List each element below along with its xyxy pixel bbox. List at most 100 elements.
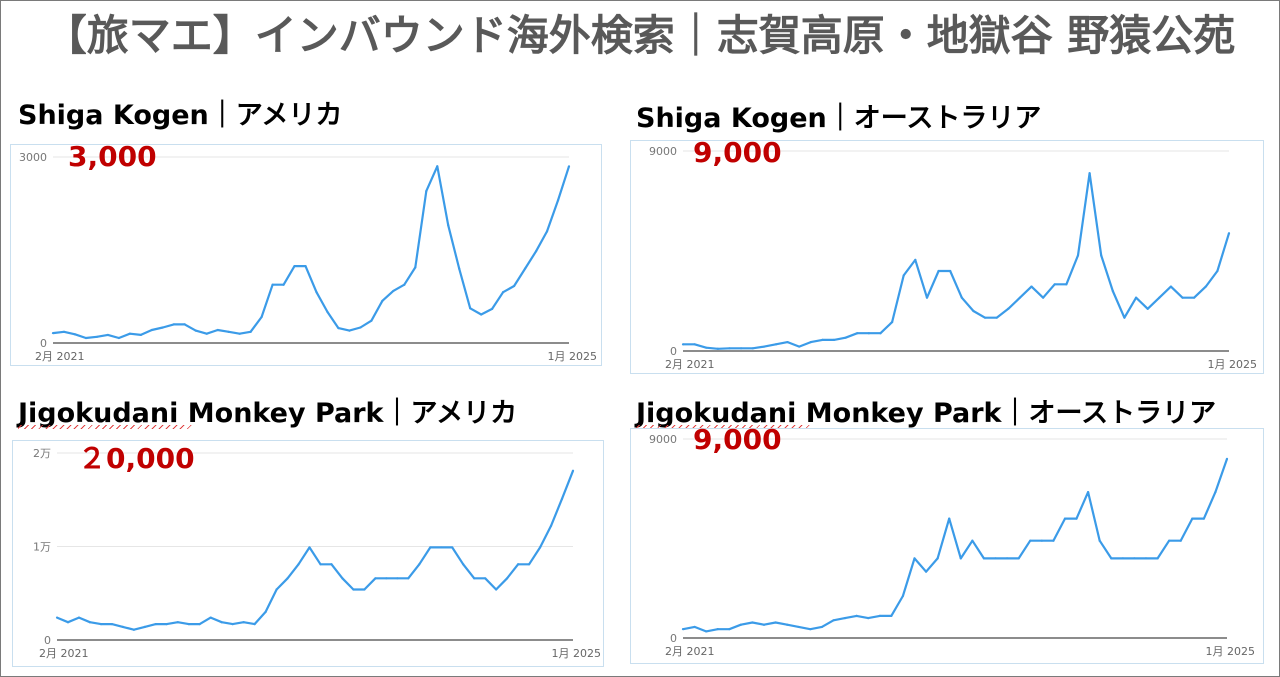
data-point	[1040, 539, 1043, 542]
data-point	[693, 625, 696, 629]
data-point	[913, 557, 916, 560]
data-point	[523, 267, 527, 270]
data-point	[99, 623, 103, 626]
y-tick-label: 0	[670, 345, 677, 358]
data-point	[1110, 557, 1113, 560]
data-point	[77, 616, 81, 619]
highlight-shiga-au: 9,000	[693, 136, 782, 169]
data-point	[1017, 557, 1020, 560]
data-point	[220, 621, 223, 624]
data-point	[205, 332, 208, 335]
x-tick-label-end: 1月 2025	[548, 350, 598, 363]
data-point	[209, 616, 212, 619]
y-tick-label: 2万	[33, 447, 51, 460]
y-tick-label: 3000	[19, 151, 47, 164]
data-point	[1063, 517, 1067, 520]
data-point	[751, 621, 754, 624]
data-point	[809, 341, 812, 344]
data-point	[681, 628, 685, 631]
data-point	[139, 333, 142, 337]
data-point	[227, 330, 230, 333]
data-point	[705, 346, 708, 349]
data-point	[1214, 490, 1217, 494]
data-point	[231, 623, 234, 626]
data-point	[809, 628, 812, 631]
data-point	[55, 616, 59, 619]
data-point	[832, 338, 836, 341]
chart-shiga-au: 0 9000 2月 2021 1月 2025	[630, 140, 1264, 374]
data-point	[798, 345, 801, 348]
data-point	[797, 625, 800, 629]
y-tick-label: 0	[40, 337, 47, 350]
data-point	[1227, 232, 1231, 235]
data-point	[949, 269, 952, 273]
data-point	[194, 329, 197, 332]
data-point	[473, 577, 476, 580]
data-point	[403, 283, 406, 286]
data-point	[418, 563, 421, 566]
data-point	[1007, 307, 1010, 310]
data-point	[948, 517, 951, 520]
chart-shiga-us-svg: 0 3000 2月 2021 1月 2025	[19, 151, 598, 363]
data-point	[370, 319, 373, 322]
x-tick-label-start: 2月 2021	[39, 647, 89, 660]
data-point	[994, 557, 997, 560]
data-point	[527, 563, 531, 566]
highlight-jigoku-au: 9,000	[693, 423, 782, 456]
chart-jigoku-us: 0 1万 2万 2月 2021 1月 2025	[12, 440, 604, 667]
chart-shiga-us: 0 3000 2月 2021 1月 2025	[10, 144, 602, 366]
data-point	[1158, 296, 1161, 299]
data-point	[1193, 296, 1196, 299]
data-point	[972, 309, 975, 313]
data-point	[716, 347, 719, 350]
data-point	[352, 588, 355, 591]
data-point	[242, 621, 245, 624]
data-point	[751, 347, 754, 350]
data-point	[121, 625, 124, 629]
data-point	[867, 332, 870, 335]
y-tick-label: 0	[44, 634, 51, 647]
data-point	[959, 557, 962, 560]
data-point	[693, 343, 696, 346]
data-point	[154, 623, 157, 626]
data-point	[1123, 316, 1126, 319]
data-point	[491, 307, 494, 310]
data-point	[1144, 557, 1148, 560]
data-point	[436, 165, 439, 168]
panel-title-jigoku-au: Jigokudani Monkey Park｜オーストラリア	[636, 391, 1216, 430]
data-point	[1156, 557, 1159, 560]
data-point	[867, 617, 870, 620]
data-point	[1181, 296, 1184, 299]
panel-title-shiga-au: Shiga Kogen｜オーストラリア	[636, 103, 1042, 134]
highlight-jigoku-us: ２0,000	[78, 442, 195, 475]
data-point	[728, 628, 731, 631]
data-point	[374, 577, 377, 580]
data-point	[556, 199, 560, 202]
series-line	[52, 165, 571, 340]
data-point	[143, 625, 146, 629]
data-point	[249, 330, 252, 333]
data-point	[1087, 490, 1090, 494]
series-line	[56, 470, 575, 631]
data-point	[901, 594, 905, 598]
data-point	[517, 563, 520, 566]
data-point	[425, 190, 428, 193]
data-point	[513, 284, 516, 288]
x-tick-label-end: 1月 2025	[1208, 358, 1258, 371]
data-point	[1030, 285, 1033, 288]
data-point	[1088, 172, 1091, 175]
data-point	[407, 577, 410, 580]
data-point	[982, 557, 986, 560]
data-point	[739, 347, 743, 350]
data-point	[1179, 539, 1182, 542]
data-point	[253, 623, 256, 626]
y-tick-label: 9000	[649, 433, 677, 446]
x-tick-label-start: 2月 2021	[665, 358, 715, 371]
data-point	[326, 310, 329, 314]
data-point	[821, 338, 824, 341]
data-point	[264, 610, 267, 614]
data-point	[330, 563, 333, 566]
data-point	[73, 333, 77, 336]
data-point	[1065, 283, 1068, 286]
data-point	[1134, 296, 1138, 299]
